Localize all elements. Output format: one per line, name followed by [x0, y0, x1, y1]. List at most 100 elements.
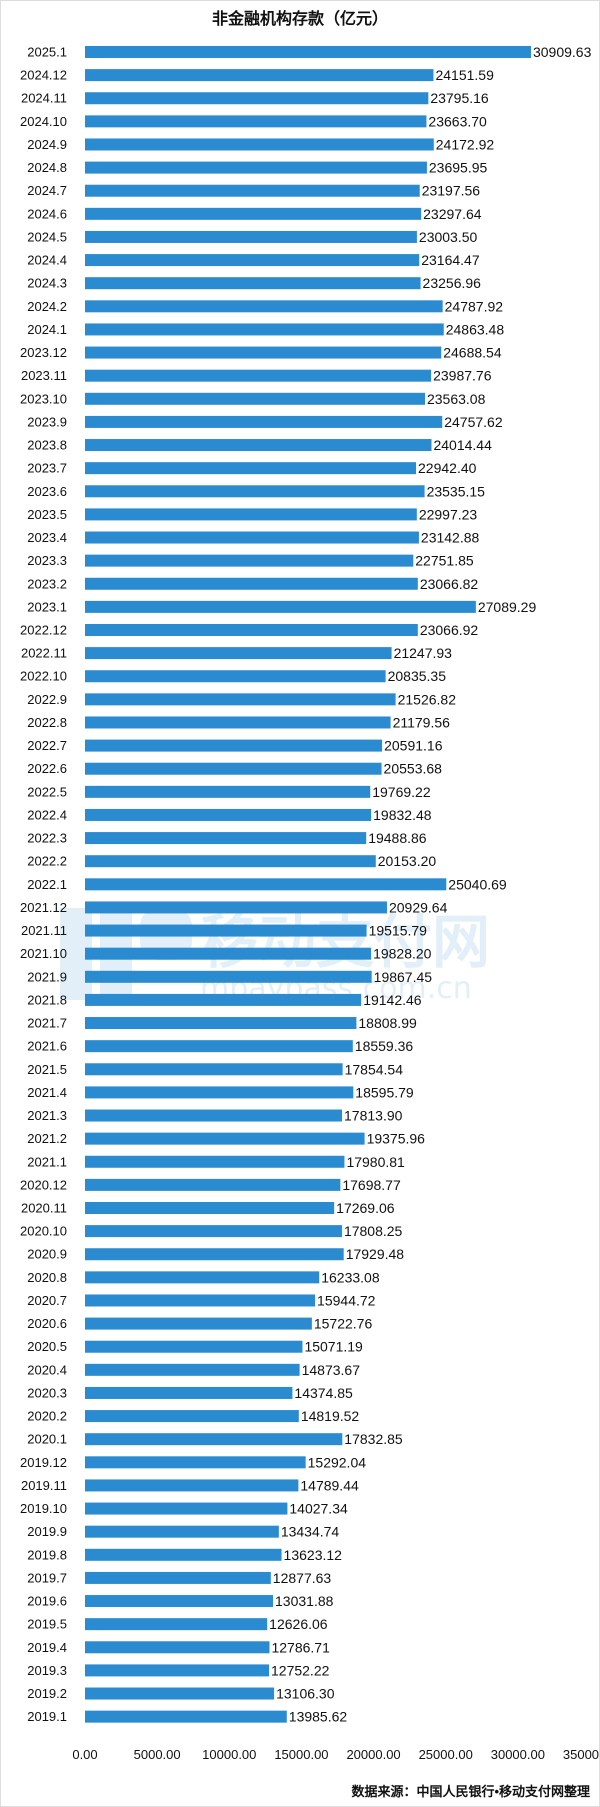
- value-label: 23663.70: [428, 113, 487, 129]
- bar: [85, 1202, 335, 1214]
- bar: [85, 161, 427, 174]
- bar: [85, 392, 425, 405]
- value-label: 19867.45: [374, 969, 433, 985]
- value-label: 19375.96: [367, 1131, 426, 1147]
- bar: [85, 808, 372, 821]
- category-label: 2024.9: [27, 137, 67, 152]
- bar: [85, 693, 396, 706]
- category-label: 2019.2: [27, 1686, 67, 1701]
- bar: [85, 485, 425, 498]
- bar: [85, 46, 531, 58]
- category-label: 2023.11: [21, 368, 67, 383]
- bar: [85, 1433, 343, 1446]
- category-label: 2019.1: [27, 1709, 67, 1724]
- category-label: 2021.11: [21, 923, 67, 938]
- value-label: 18595.79: [355, 1084, 414, 1100]
- value-label: 15722.76: [314, 1316, 373, 1332]
- category-label: 2020.8: [27, 1270, 67, 1285]
- category-label: 2020.3: [27, 1385, 67, 1400]
- value-label: 23297.64: [423, 206, 482, 222]
- category-label: 2023.7: [27, 461, 67, 476]
- bar: [85, 1502, 288, 1515]
- category-label: 2023.1: [27, 599, 67, 614]
- value-label: 18808.99: [358, 1015, 417, 1031]
- category-label: 2019.6: [27, 1594, 67, 1609]
- bar: [85, 1178, 341, 1191]
- category-label: 2022.8: [27, 715, 67, 730]
- x-tick-label: 30000.00: [491, 1747, 545, 1762]
- x-tick-label: 10000.00: [202, 1747, 256, 1762]
- bar: [85, 670, 386, 683]
- x-tick-label: 35000.00: [563, 1747, 600, 1762]
- category-label: 2024.10: [20, 114, 67, 129]
- category-label: 2021.9: [27, 969, 67, 984]
- bar: [85, 1479, 299, 1492]
- bar: [85, 1132, 365, 1145]
- bar: [85, 369, 432, 382]
- value-label: 13985.62: [289, 1709, 348, 1725]
- bar: [85, 138, 434, 151]
- value-label: 14819.52: [301, 1408, 360, 1424]
- value-label: 14374.85: [294, 1385, 353, 1401]
- category-label: 2021.7: [27, 1016, 67, 1031]
- category-label: 2023.5: [27, 507, 67, 522]
- category-label: 2022.2: [27, 854, 67, 869]
- value-label: 23197.56: [422, 183, 481, 199]
- bar: [85, 346, 442, 359]
- category-label: 2023.12: [20, 345, 67, 360]
- category-label: 2020.7: [27, 1293, 67, 1308]
- bar: [85, 924, 367, 937]
- value-label: 19515.79: [369, 923, 428, 939]
- bar: [85, 1109, 343, 1122]
- value-label: 23066.82: [420, 576, 479, 592]
- bar: [85, 1641, 270, 1654]
- value-label: 12752.22: [271, 1662, 330, 1678]
- bar: [85, 1017, 357, 1030]
- value-label: 19488.86: [368, 830, 427, 846]
- category-label: 2019.11: [21, 1478, 67, 1493]
- category-label: 2024.8: [27, 160, 67, 175]
- bar: [85, 1595, 274, 1608]
- category-label: 2020.1: [27, 1432, 67, 1447]
- category-label: 2019.5: [27, 1617, 67, 1632]
- bar: [85, 230, 417, 243]
- value-label: 21526.82: [398, 691, 457, 707]
- value-label: 25040.69: [448, 876, 507, 892]
- category-label: 2023.2: [27, 576, 67, 591]
- category-label: 2023.9: [27, 414, 67, 429]
- bar: [85, 647, 392, 660]
- category-label: 2023.3: [27, 553, 67, 568]
- value-label: 16233.08: [321, 1269, 380, 1285]
- value-label: 24172.92: [436, 136, 495, 152]
- value-label: 22751.85: [415, 553, 474, 569]
- bar: [85, 624, 418, 636]
- x-tick-label: 20000.00: [346, 1747, 400, 1762]
- bar: [85, 1525, 279, 1538]
- bar: [85, 1664, 269, 1677]
- value-label: 17832.85: [344, 1431, 403, 1447]
- value-label: 22997.23: [419, 506, 478, 522]
- category-label: 2021.6: [27, 1039, 67, 1054]
- bar: [85, 462, 417, 475]
- category-label: 2022.12: [20, 623, 67, 638]
- value-label: 27089.29: [478, 599, 537, 615]
- category-label: 2020.10: [20, 1224, 67, 1239]
- category-label: 2021.10: [20, 946, 67, 961]
- bar: [85, 415, 443, 428]
- source-note: 数据来源：中国人民银行•移动支付网整理: [351, 1784, 590, 1799]
- bar: [85, 739, 383, 752]
- bar: [85, 184, 420, 197]
- bar: [85, 1155, 345, 1168]
- value-label: 22942.40: [418, 460, 477, 476]
- value-label: 24757.62: [444, 414, 503, 430]
- value-label: 12626.06: [269, 1616, 328, 1632]
- bar: [85, 1548, 282, 1561]
- value-label: 17698.77: [342, 1177, 401, 1193]
- value-label: 19832.48: [373, 807, 432, 823]
- category-label: 2019.9: [27, 1524, 67, 1539]
- category-label: 2019.4: [27, 1640, 67, 1655]
- x-tick-label: 0.00: [72, 1747, 97, 1762]
- chart-title: 非金融机构存款（亿元）: [212, 9, 388, 28]
- category-label: 2021.8: [27, 992, 67, 1007]
